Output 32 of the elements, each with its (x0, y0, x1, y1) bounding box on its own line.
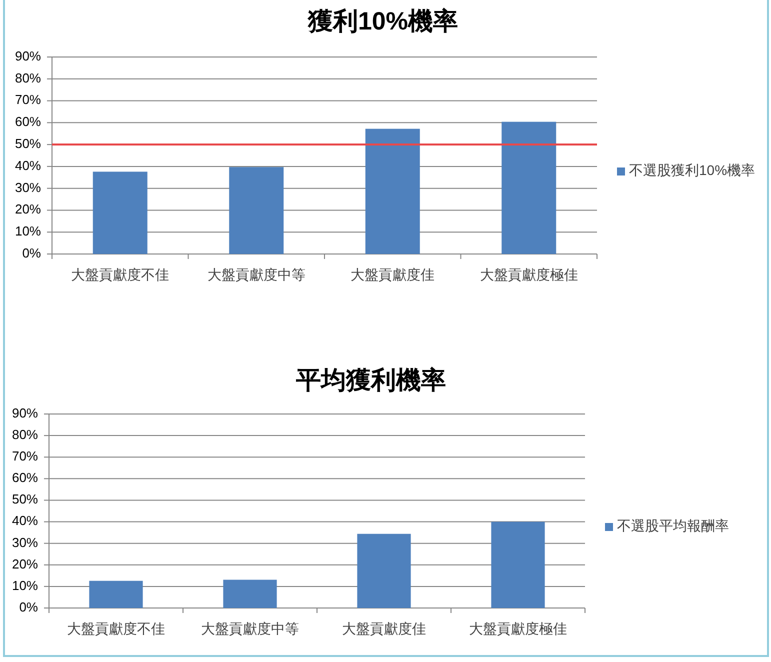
x-tick-label: 大盤貢獻度中等 (207, 266, 306, 283)
y-tick-label: 60% (12, 470, 38, 486)
y-tick-label: 30% (14, 180, 42, 195)
y-tick-label: 10% (12, 578, 38, 593)
legend: 不選股平均報酬率 (605, 518, 729, 534)
y-tick-label: 40% (12, 513, 38, 528)
x-tick-label: 大盤貢獻度極佳 (469, 620, 567, 637)
y-tick-label: 60% (14, 114, 42, 130)
y-tick-label: 80% (12, 426, 38, 442)
y-tick-label: 90% (12, 405, 38, 420)
y-tick-label: 20% (12, 556, 38, 572)
y-tick-label: 50% (12, 492, 38, 507)
y-tick-label: 70% (14, 92, 42, 108)
x-tick-label: 大盤貢獻度中等 (201, 620, 299, 637)
x-tick-label: 大盤貢獻度不佳 (71, 266, 170, 283)
y-tick-label: 30% (12, 534, 38, 550)
chart-title: 獲利10%機率 (306, 8, 458, 36)
y-tick-label: 0% (19, 599, 38, 614)
chart-title: 平均獲利機率 (295, 366, 446, 395)
y-tick-label: 10% (14, 224, 42, 239)
x-tick-label: 大盤貢獻度佳 (342, 620, 426, 637)
y-tick-label: 80% (14, 70, 42, 86)
x-tick-label: 大盤貢獻度極佳 (480, 266, 578, 283)
y-tick-label: 40% (14, 158, 42, 173)
y-tick-label: 20% (14, 202, 42, 217)
y-tick-label: 90% (14, 48, 42, 64)
y-tick-label: 0% (22, 245, 42, 260)
x-tick-label: 大盤貢獻度不佳 (67, 620, 165, 637)
y-tick-label: 70% (12, 448, 38, 464)
x-tick-label: 大盤貢獻度佳 (350, 266, 435, 283)
legend: 不選股獲利10%機率 (617, 162, 756, 178)
y-tick-label: 50% (14, 136, 42, 151)
